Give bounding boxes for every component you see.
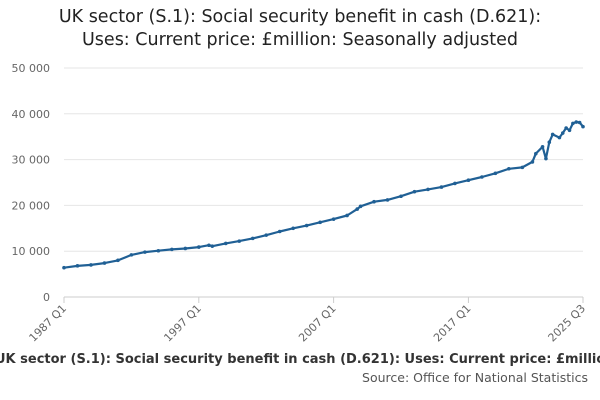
data-point bbox=[577, 120, 582, 125]
data-point bbox=[480, 175, 484, 179]
y-tick-label: 10 000 bbox=[12, 245, 51, 258]
y-tick-label: 40 000 bbox=[12, 108, 51, 121]
data-point bbox=[207, 243, 211, 248]
data-point bbox=[544, 156, 548, 161]
data-point bbox=[574, 120, 579, 124]
data-point bbox=[102, 261, 107, 265]
chart-title-line-1: UK sector (S.1): Social security benefit… bbox=[58, 7, 542, 27]
data-point bbox=[399, 194, 403, 199]
data-point bbox=[183, 246, 188, 251]
y-tick-label: 50 000 bbox=[12, 62, 51, 75]
legend-item: UK sector (S.1): Social security benefit… bbox=[0, 352, 600, 367]
data-point bbox=[372, 199, 376, 204]
y-tick-label: 20 000 bbox=[12, 199, 51, 212]
data-point bbox=[143, 250, 147, 254]
data-point bbox=[345, 213, 349, 218]
y-axis-labels: 0 10 000 20 000 30 000 40 000 50 000 bbox=[12, 62, 51, 304]
data-point bbox=[250, 236, 255, 241]
data-point bbox=[453, 181, 457, 186]
series-line bbox=[63, 120, 584, 269]
data-point bbox=[564, 126, 568, 130]
data-point bbox=[129, 253, 134, 257]
chart-title: UK sector (S.1): Social security benefit… bbox=[0, 6, 600, 52]
data-point bbox=[567, 128, 572, 133]
data-point bbox=[520, 165, 525, 170]
x-tick-label: 2017 Q1 bbox=[431, 302, 474, 345]
data-point bbox=[547, 140, 552, 144]
data-point bbox=[304, 223, 309, 228]
y-tick-label: 30 000 bbox=[12, 154, 51, 167]
data-point bbox=[493, 171, 498, 176]
data-point bbox=[507, 166, 511, 171]
data-point bbox=[439, 185, 444, 189]
data-point bbox=[75, 264, 80, 268]
data-point bbox=[156, 248, 161, 253]
y-tick-label: 0 bbox=[43, 291, 50, 304]
data-point bbox=[331, 217, 336, 221]
data-point bbox=[540, 144, 545, 149]
data-point bbox=[571, 121, 575, 126]
x-tick-label: 2025 Q3 bbox=[546, 302, 589, 345]
x-axis-labels: 1987 Q1 1997 Q1 2007 Q1 2017 Q1 2025 Q3 bbox=[27, 302, 589, 345]
data-point bbox=[197, 245, 201, 249]
data-point bbox=[318, 220, 322, 225]
data-point bbox=[412, 189, 417, 194]
data-point bbox=[560, 131, 565, 135]
data-point bbox=[277, 229, 282, 234]
data-point bbox=[581, 124, 585, 129]
data-point bbox=[89, 263, 93, 267]
data-point bbox=[116, 258, 120, 263]
data-point bbox=[358, 204, 363, 209]
data-series bbox=[62, 120, 585, 270]
data-point bbox=[264, 233, 269, 237]
data-point bbox=[170, 247, 174, 252]
data-point bbox=[550, 132, 555, 137]
data-point bbox=[466, 178, 471, 183]
data-point bbox=[426, 187, 430, 192]
chart-title-line-2: Uses: Current price: £million: Seasonall… bbox=[82, 30, 518, 50]
data-point bbox=[557, 135, 562, 140]
source-note: Source: Office for National Statistics bbox=[362, 370, 588, 385]
data-point bbox=[534, 151, 538, 156]
legend: UK sector (S.1): Social security benefit… bbox=[0, 352, 600, 367]
data-point bbox=[355, 207, 360, 211]
x-axis bbox=[63, 297, 584, 303]
x-tick-label: 1997 Q1 bbox=[161, 302, 204, 345]
data-point bbox=[62, 265, 66, 270]
grid-lines bbox=[64, 67, 583, 298]
x-tick-label: 1987 Q1 bbox=[27, 302, 70, 345]
data-point bbox=[223, 241, 228, 246]
data-point bbox=[385, 198, 390, 202]
data-point bbox=[210, 244, 215, 248]
data-point bbox=[530, 160, 535, 164]
data-point bbox=[291, 226, 295, 231]
x-tick-label: 2007 Q1 bbox=[296, 302, 339, 345]
data-point bbox=[237, 239, 242, 243]
